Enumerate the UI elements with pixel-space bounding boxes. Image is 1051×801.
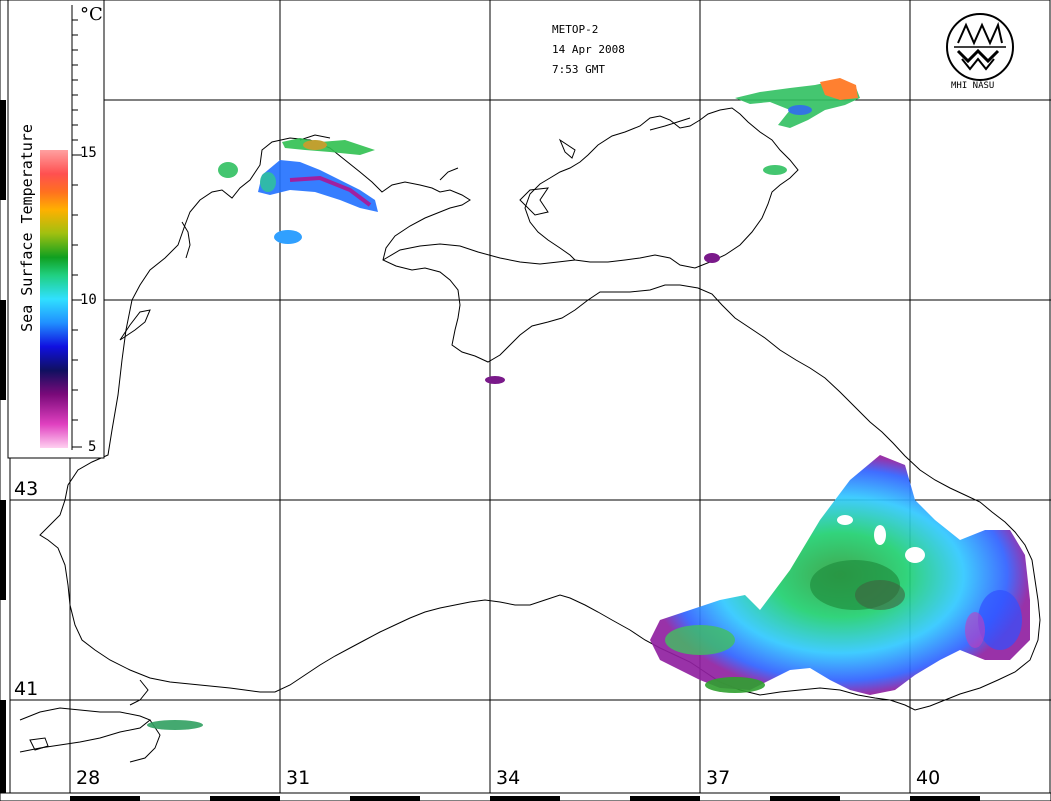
legend-title: Sea Surface Temperature <box>18 124 36 332</box>
bottom-scale-bar <box>0 792 1051 801</box>
longitude-label-37: 37 <box>706 767 731 789</box>
logo-caption: MHI NASU <box>951 81 995 91</box>
mhi-nasu-emblem-icon <box>946 13 1014 81</box>
legend-gradient <box>40 150 68 448</box>
legend-tick-10: 10 <box>80 292 97 308</box>
satellite-name: METOP-2 <box>552 23 599 36</box>
coordinate-grid <box>9 0 1051 794</box>
legend-tick-15: 15 <box>80 145 97 161</box>
acquisition-date: 14 Apr 2008 <box>552 43 625 56</box>
longitude-label-28: 28 <box>76 767 101 789</box>
sst-patches <box>147 78 1030 730</box>
legend-tick-5: 5 <box>88 439 97 455</box>
latitude-label-41: 41 <box>14 678 39 700</box>
acquisition-time: 7:53 GMT <box>552 63 605 76</box>
legend-unit: °C <box>80 4 103 25</box>
legend-colorbar <box>7 0 105 459</box>
longitude-label-40: 40 <box>916 767 941 789</box>
coastline <box>19 107 1041 763</box>
latitude-label-43: 43 <box>14 478 39 500</box>
longitude-label-31: 31 <box>286 767 311 789</box>
longitude-label-34: 34 <box>496 767 521 789</box>
